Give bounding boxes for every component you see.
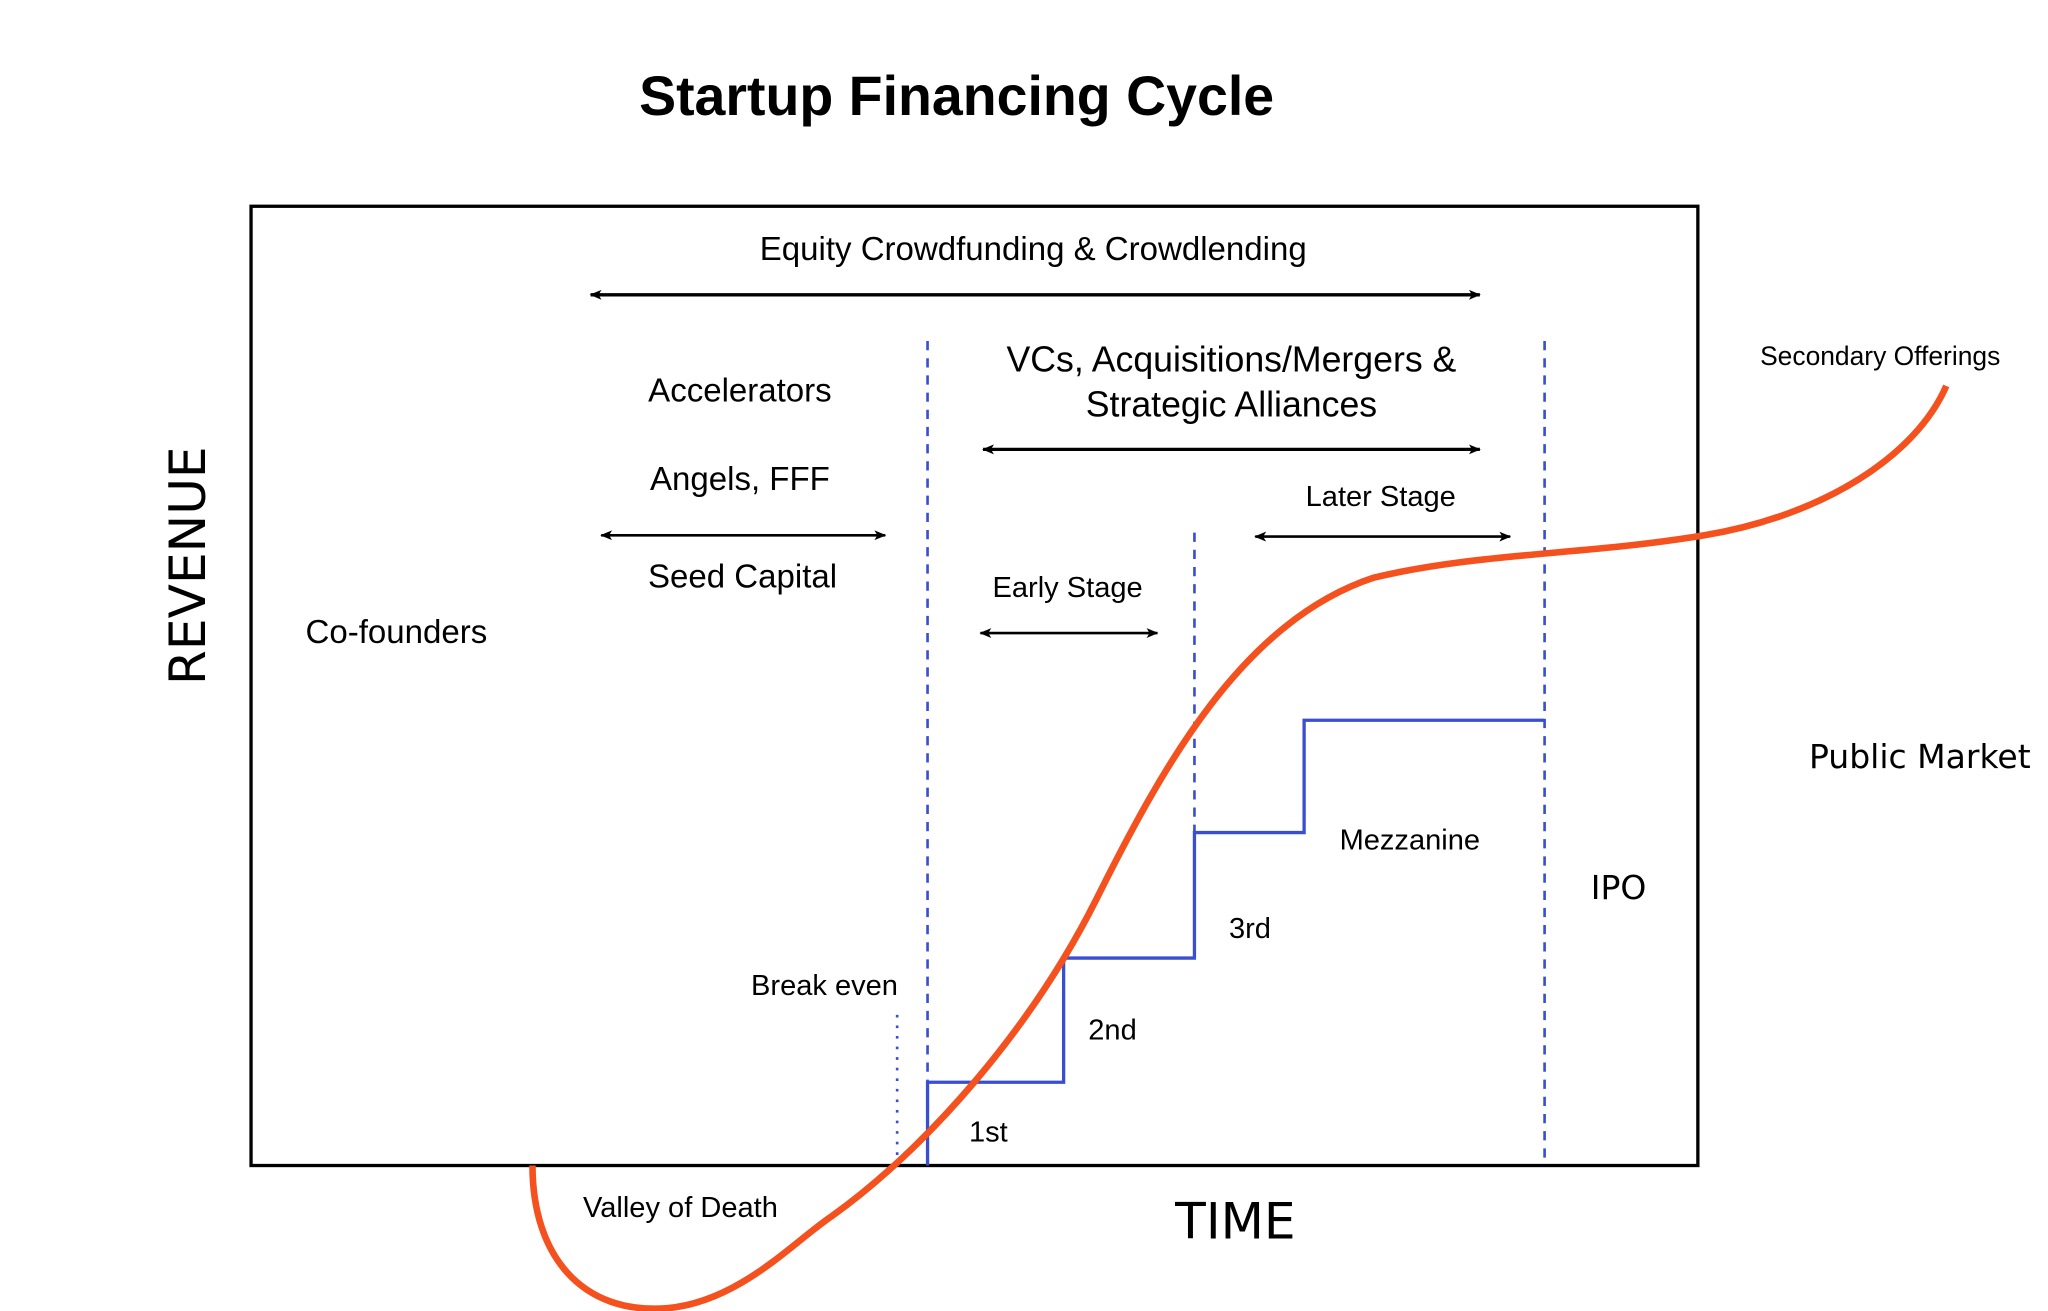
label: Public Market	[1809, 737, 2031, 776]
label: Break even	[751, 970, 898, 1002]
label: Accelerators	[648, 371, 832, 408]
label: Co-founders	[306, 613, 488, 650]
revenue-curve	[529, 384, 1950, 1311]
label: Seed Capital	[648, 558, 837, 595]
label: Mezzanine	[1340, 824, 1480, 856]
label: IPO	[1591, 868, 1647, 907]
label: 1st	[969, 1116, 1008, 1148]
label: VCs, Acquisitions/Mergers &	[1007, 340, 1457, 380]
x-axis-label: TIME	[1174, 1191, 1295, 1250]
label: Strategic Alliances	[1086, 385, 1377, 425]
label: Later Stage	[1306, 481, 1456, 513]
label: Secondary Offerings	[1760, 341, 2000, 371]
label: 3rd	[1229, 913, 1271, 945]
frame	[249, 204, 1700, 1168]
label: Angels, FFF	[650, 460, 830, 497]
label: 2nd	[1088, 1015, 1136, 1047]
title: Startup Financing Cycle	[639, 65, 1274, 127]
y-axis-label: REVENUE	[158, 446, 217, 685]
label: Valley of Death	[583, 1192, 778, 1224]
label: Equity Crowdfunding & Crowdlending	[760, 230, 1307, 267]
label: Early Stage	[993, 572, 1143, 604]
